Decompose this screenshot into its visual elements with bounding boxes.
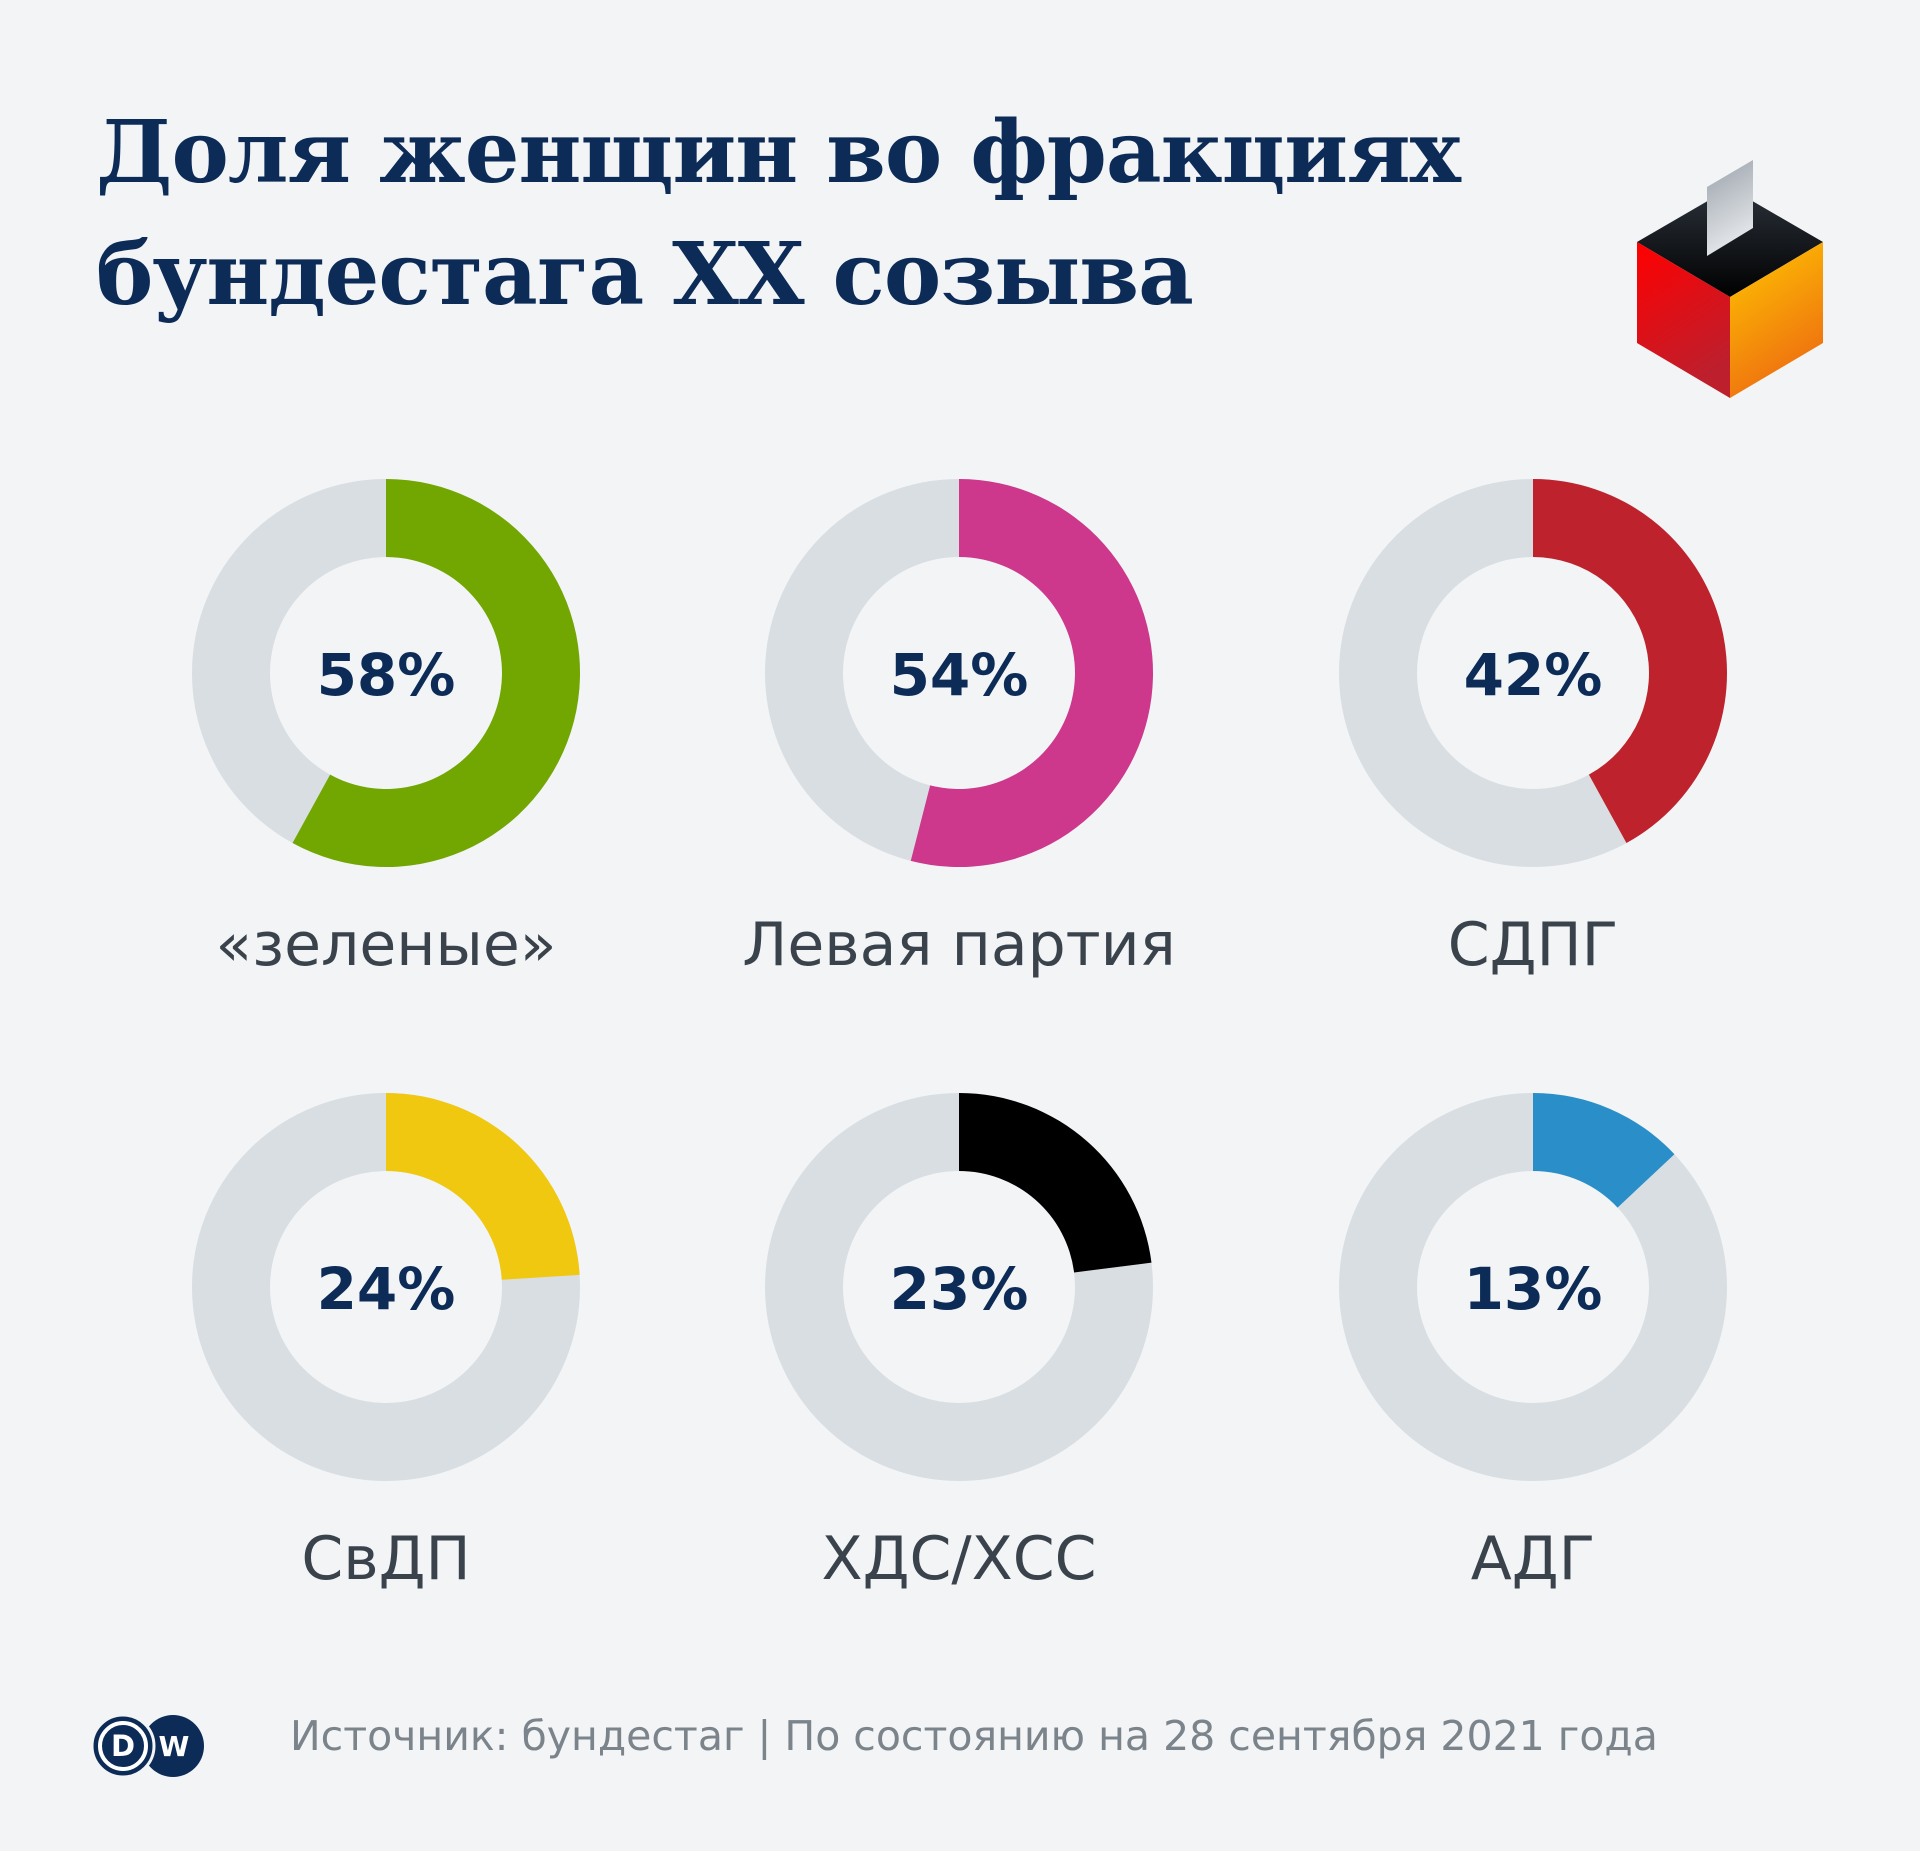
value-label: 54% <box>890 641 1029 709</box>
party-label: СвДП <box>301 1524 470 1594</box>
ballot-box-icon <box>1637 160 1823 398</box>
value-label: 13% <box>1464 1255 1603 1323</box>
title-line-2: бундестага XX созыва <box>96 224 1194 325</box>
value-label: 23% <box>890 1255 1029 1323</box>
value-label: 42% <box>1464 641 1603 709</box>
donut-4: 23% ХДС/ХСС <box>765 1093 1153 1594</box>
donut-segment <box>292 479 581 868</box>
svg-text:W: W <box>159 1730 190 1763</box>
donut-segment <box>910 479 1153 867</box>
donut-5: 13% АДГ <box>1339 1093 1727 1594</box>
donut-segment <box>386 1093 580 1280</box>
party-label: Левая партия <box>742 910 1175 980</box>
page-title: Доля женщин во фракциях бундестага XX соз… <box>96 92 1461 336</box>
party-label: ХДС/ХСС <box>822 1524 1097 1594</box>
title-line-1: Доля женщин во фракциях <box>96 102 1461 203</box>
donut-segment <box>1533 1093 1675 1208</box>
dw-logo: D W <box>90 1713 204 1779</box>
donut-segment <box>1533 479 1727 844</box>
donut-segment <box>959 1093 1152 1273</box>
donut-2: 42% СДПГ <box>1339 479 1727 980</box>
party-label: СДПГ <box>1448 910 1618 980</box>
donut-0: 58% «зеленые» <box>192 479 581 980</box>
svg-text:D: D <box>111 1729 135 1763</box>
donut-1: 54% Левая партия <box>742 479 1176 980</box>
value-label: 24% <box>317 1255 456 1323</box>
donut-3: 24% СвДП <box>192 1093 580 1594</box>
source-note: Источник: бундестаг | По состоянию на 28… <box>290 1712 1658 1760</box>
party-label: «зеленые» <box>215 910 556 980</box>
party-label: АДГ <box>1471 1524 1596 1594</box>
value-label: 58% <box>317 641 456 709</box>
